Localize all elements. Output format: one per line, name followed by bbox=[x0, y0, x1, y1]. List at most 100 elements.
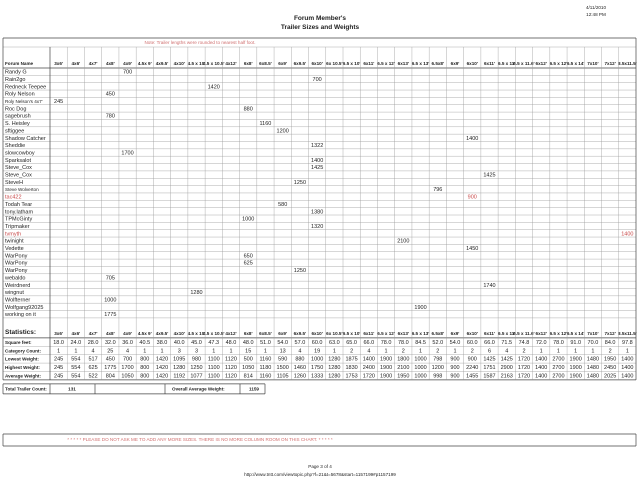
member-name: webaldo bbox=[4, 275, 26, 281]
column-header: 6x13' bbox=[398, 61, 409, 66]
statistic-label: Highest Weight: bbox=[5, 365, 40, 370]
statistic-value: 57.0 bbox=[295, 340, 306, 346]
column-header: 4.5 x 10.5' bbox=[203, 331, 225, 336]
trailer-weight: 1400 bbox=[466, 136, 478, 142]
column-header: 4.5 x 10' bbox=[188, 61, 206, 66]
statistic-value: 1720 bbox=[518, 357, 530, 363]
statistic-value: 1000 bbox=[311, 357, 323, 363]
member-name: Vedette bbox=[5, 246, 24, 252]
subtitle: Trailer Sizes and Weights bbox=[281, 24, 360, 31]
statistic-value: 15 bbox=[245, 348, 251, 354]
statistic-value: 517 bbox=[88, 357, 97, 363]
statistic-value: 1192 bbox=[173, 374, 185, 380]
statistic-value: 1100 bbox=[208, 365, 220, 371]
statistic-value: 1950 bbox=[604, 357, 616, 363]
statistic-value: 1095 bbox=[173, 357, 185, 363]
statistic-value: 45.0 bbox=[191, 340, 202, 346]
statistic-value: 1500 bbox=[277, 365, 289, 371]
statistic-value: 13 bbox=[280, 348, 286, 354]
member-name: Tripmaker bbox=[5, 224, 30, 230]
statistic-value: 1420 bbox=[156, 357, 168, 363]
statistic-value: 1 bbox=[626, 348, 629, 354]
statistic-value: 97.8 bbox=[622, 340, 633, 346]
statistic-value: 814 bbox=[244, 374, 253, 380]
statistic-value: 1775 bbox=[104, 365, 116, 371]
statistic-value: 554 bbox=[71, 365, 80, 371]
statistic-value: 1333 bbox=[311, 374, 323, 380]
statistic-value: 1 bbox=[557, 348, 560, 354]
statistic-value: 2450 bbox=[604, 365, 616, 371]
statistic-value: 554 bbox=[71, 357, 80, 363]
member-name: Wolfgang92025 bbox=[5, 305, 43, 311]
statistic-value: 1000 bbox=[414, 374, 426, 380]
trailer-weight: 1400 bbox=[311, 158, 323, 164]
column-header: 6.5 x 14' bbox=[567, 61, 585, 66]
column-header: 7x12' bbox=[604, 61, 615, 66]
total-count: 131 bbox=[68, 386, 76, 391]
member-name: Steve Wolverton bbox=[5, 187, 39, 192]
member-name: Rain2go bbox=[5, 77, 26, 83]
column-header: 4x7' bbox=[89, 61, 98, 66]
statistic-value: 51.0 bbox=[260, 340, 271, 346]
member-name: Randy G bbox=[5, 70, 27, 76]
trailer-weight: 796 bbox=[433, 187, 442, 193]
statistic-value: 1050 bbox=[121, 374, 133, 380]
statistic-value: 1160 bbox=[260, 357, 272, 363]
statistic-value: 1480 bbox=[587, 374, 599, 380]
column-header: 4x6' bbox=[71, 61, 80, 66]
statistic-value: 1120 bbox=[225, 365, 237, 371]
statistic-value: 84.0 bbox=[605, 340, 616, 346]
statistic-value: 2025 bbox=[604, 374, 616, 380]
statistic-value: 1875 bbox=[345, 357, 357, 363]
statistic-value: 2900 bbox=[501, 365, 513, 371]
statistic-value: 1250 bbox=[190, 365, 202, 371]
statistic-value: 32.0 bbox=[105, 340, 116, 346]
statistic-value: 72.0 bbox=[536, 340, 547, 346]
statistic-value: 1120 bbox=[225, 357, 237, 363]
column-header: 7x10' bbox=[587, 61, 598, 66]
statistic-value: 1 bbox=[57, 348, 60, 354]
column-header: 6.5 x 13' bbox=[412, 331, 430, 336]
trailer-weight: 880 bbox=[244, 106, 253, 112]
column-header: 6x11' bbox=[484, 331, 495, 336]
statistic-label: Average Weight: bbox=[5, 374, 41, 379]
statistic-value: 554 bbox=[71, 374, 80, 380]
statistic-value: 60.0 bbox=[312, 340, 323, 346]
statistic-value: 24.0 bbox=[70, 340, 81, 346]
statistic-value: 1105 bbox=[277, 374, 289, 380]
statistic-value: 2100 bbox=[397, 365, 409, 371]
trailer-weight: 625 bbox=[244, 261, 253, 267]
statistic-value: 798 bbox=[433, 357, 442, 363]
member-name: Todah Tear bbox=[5, 202, 32, 208]
statistic-value: 40.5 bbox=[139, 340, 150, 346]
statistic-value: 1 bbox=[160, 348, 163, 354]
column-header: 6.5 x 10' bbox=[343, 331, 361, 336]
column-header: 4x9.5' bbox=[156, 331, 169, 336]
statistic-value: 998 bbox=[433, 374, 442, 380]
statistic-value: 54.0 bbox=[277, 340, 288, 346]
trailer-weight: 1420 bbox=[208, 84, 220, 90]
statistic-value: 91.0 bbox=[570, 340, 581, 346]
statistic-value: 1900 bbox=[570, 374, 582, 380]
statistic-value: 800 bbox=[140, 365, 149, 371]
member-name: Steve_Cox bbox=[5, 165, 32, 171]
column-header: 6.5 x 11' bbox=[498, 61, 515, 66]
column-header: 6x10' bbox=[467, 61, 478, 66]
statistic-value: 2 bbox=[436, 348, 439, 354]
member-name: Sparksalot bbox=[5, 158, 31, 164]
statistic-label: Square feet: bbox=[5, 340, 32, 345]
statistic-value: 1720 bbox=[363, 374, 375, 380]
member-name: WarPony bbox=[5, 253, 28, 259]
column-header: 6x10' bbox=[311, 61, 322, 66]
title: Forum Member's bbox=[294, 15, 346, 22]
column-header: 4x12' bbox=[225, 331, 236, 336]
statistic-value: 1 bbox=[264, 348, 267, 354]
column-header: 6.5 x 12' bbox=[550, 331, 568, 336]
trailer-weight: 900 bbox=[468, 195, 477, 201]
statistic-label: Lowest Weight: bbox=[5, 357, 39, 362]
column-header: 6.5x8' bbox=[431, 331, 444, 336]
statistic-value: 1077 bbox=[190, 374, 202, 380]
